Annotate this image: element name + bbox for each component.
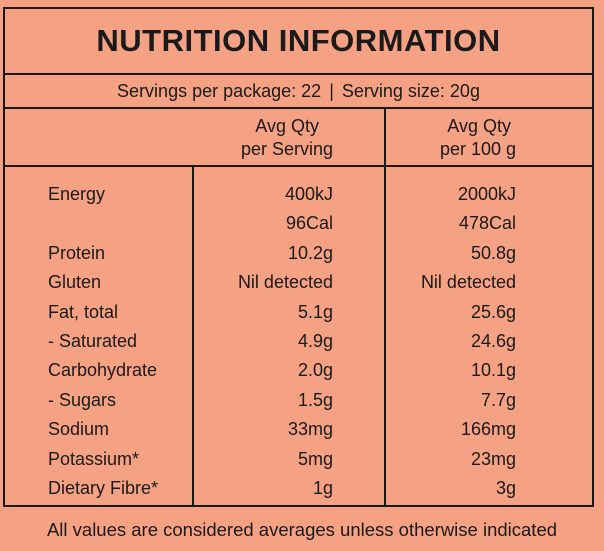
per-serving-value: 2.0g: [297, 360, 333, 381]
servings-separator: |: [329, 80, 334, 101]
column-header-per-100g: Avg Qty per 100 g: [440, 115, 516, 161]
nutrient-label: - Saturated: [48, 331, 138, 351]
per-serving-value: 1.5g: [297, 389, 333, 410]
column-header-per-serving-line1: Avg Qty: [255, 116, 319, 136]
divider-header-left: [192, 167, 194, 507]
per-serving-value: 33mg: [287, 419, 333, 440]
nutrient-label: Potassium*: [48, 448, 140, 469]
column-header-per-serving-line2: per Serving: [240, 139, 333, 159]
per-serving-value: 10.2g: [287, 242, 333, 263]
serving-size: Serving size: 20g: [341, 80, 480, 101]
per-serving-value: 400kJ: [284, 184, 333, 204]
nutrient-label: Protein: [48, 242, 106, 263]
nutrient-row: Fat, total 5.1g 25.6g: [5, 298, 592, 328]
per-100g-value: 10.1g: [470, 360, 516, 381]
nutrient-label: Dietary Fibre*: [48, 478, 159, 498]
column-header-per-serving: Avg Qty per Serving: [241, 115, 333, 161]
per-100g-value: 478Cal: [458, 213, 516, 234]
divider-middle: [384, 107, 386, 507]
per-100g-value: 25.6g: [470, 301, 516, 322]
per-serving-value: 5.1g: [297, 301, 333, 322]
per-100g-value: 3g: [495, 478, 516, 498]
per-100g-value: 23mg: [470, 448, 516, 469]
per-100g-value: Nil detected: [420, 272, 516, 293]
column-header-per-100g-line2: per 100 g: [439, 139, 516, 159]
per-serving-value: 1g: [312, 478, 333, 498]
nutrient-row: - Sugars 1.5g 7.7g: [5, 386, 592, 416]
servings-line: Servings per package: 22 | Serving size:…: [5, 75, 592, 109]
nutrient-row: Potassium* 5mg 23mg: [5, 445, 592, 475]
per-100g-value: 166mg: [460, 419, 516, 440]
nutrient-label: Fat, total: [48, 301, 119, 322]
nutrient-row: - Saturated 4.9g 24.6g: [5, 327, 592, 357]
footer-note: All values are considered averages unles…: [46, 519, 558, 540]
nutrition-panel: NUTRITION INFORMATION Servings per packa…: [3, 7, 594, 507]
header-rule: [5, 165, 592, 167]
per-100g-value: 50.8g: [470, 242, 516, 263]
per-serving-value: Nil detected: [237, 272, 333, 293]
column-header-per-100g-line1: Avg Qty: [447, 116, 511, 136]
servings-per-package: Servings per package: 22: [117, 80, 322, 101]
per-100g-value: 7.7g: [480, 389, 516, 410]
nutrient-label: Energy: [48, 184, 106, 204]
per-100g-value: 24.6g: [470, 331, 516, 351]
nutrient-row: Gluten Nil detected Nil detected: [5, 268, 592, 298]
nutrient-label: - Sugars: [48, 389, 117, 410]
nutrient-row: Energy 400kJ 2000kJ: [5, 180, 592, 210]
nutrient-row: 96Cal 478Cal: [5, 209, 592, 239]
per-serving-value: 4.9g: [297, 331, 333, 351]
per-100g-value: 2000kJ: [457, 184, 516, 204]
nutrient-label: Gluten: [48, 272, 102, 293]
panel-title: NUTRITION INFORMATION: [5, 9, 592, 75]
nutrient-row: Protein 10.2g 50.8g: [5, 239, 592, 269]
per-serving-value: 5mg: [297, 448, 333, 469]
nutrient-label: Carbohydrate: [48, 360, 158, 381]
nutrient-label: Sodium: [48, 419, 110, 440]
nutrient-row: Dietary Fibre* 1g 3g: [5, 474, 592, 504]
nutrient-row: Sodium 33mg 166mg: [5, 415, 592, 445]
nutrient-row: Carbohydrate 2.0g 10.1g: [5, 356, 592, 386]
per-serving-value: 96Cal: [285, 213, 333, 234]
